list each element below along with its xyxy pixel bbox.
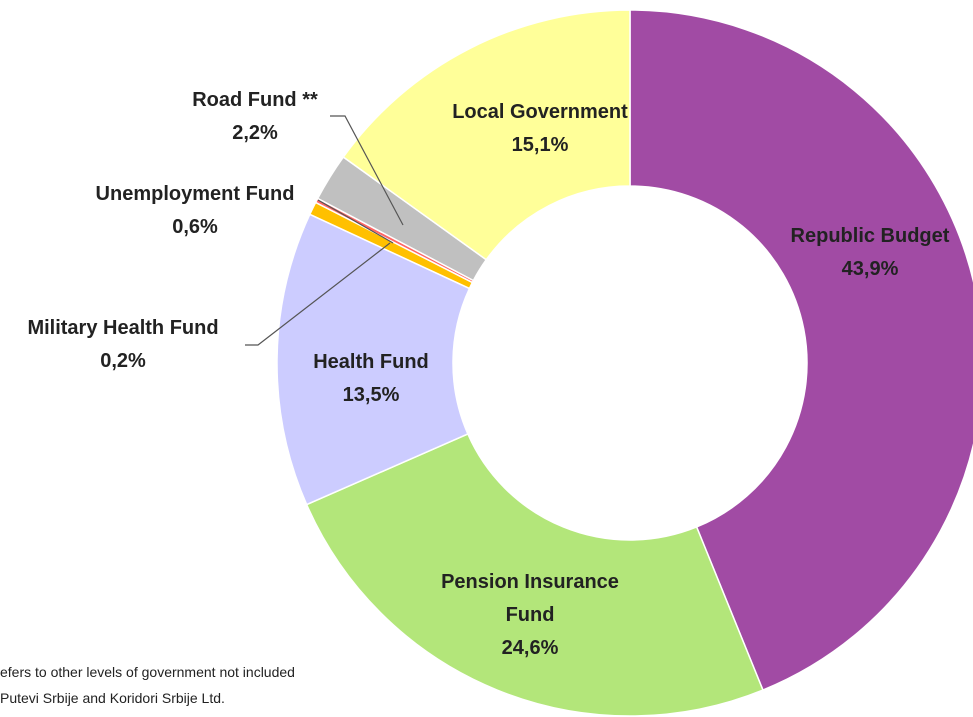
slice-label: Local Government 15,1%	[410, 96, 670, 162]
category-name: Unemployment Fund	[95, 183, 295, 205]
category-name: Local Government	[452, 101, 628, 123]
leader-line	[330, 115, 404, 226]
slice-label: Military Health Fund 0,2%	[0, 312, 273, 378]
value-label: 0,6%	[172, 216, 218, 238]
slices	[276, 9, 973, 717]
slice	[629, 9, 973, 692]
value-label: 2,2%	[232, 122, 278, 144]
footnote: Putevi Srbije and Koridori Srbije Ltd.	[0, 690, 225, 706]
footnote: efers to other levels of government not …	[0, 664, 295, 680]
value-label: 24,6%	[501, 637, 559, 659]
slice-label: Unemployment Fund 0,6%	[45, 178, 345, 244]
category-name: Military Health Fund	[27, 317, 219, 339]
slice	[305, 433, 764, 717]
category-name: Republic Budget	[790, 225, 950, 247]
value-label: 13,5%	[342, 384, 400, 406]
value-label: 15,1%	[511, 134, 569, 156]
slice	[342, 9, 631, 261]
slice-label: Pension Insurance Fund 24,6%	[410, 566, 650, 665]
category-name: Pension Insurance Fund	[441, 571, 619, 626]
value-label: 0,2%	[100, 350, 146, 372]
slice	[276, 213, 471, 506]
value-label: 43,9%	[841, 258, 899, 280]
slice-label: Republic Budget 43,9%	[770, 220, 970, 286]
category-name: Health Fund	[313, 351, 429, 373]
category-name: Road Fund **	[192, 89, 318, 111]
leader-line	[245, 242, 391, 346]
slice-label: Health Fund 13,5%	[271, 346, 471, 412]
slice-label: Road Fund ** 2,2%	[155, 84, 355, 150]
leader-line	[317, 199, 394, 244]
